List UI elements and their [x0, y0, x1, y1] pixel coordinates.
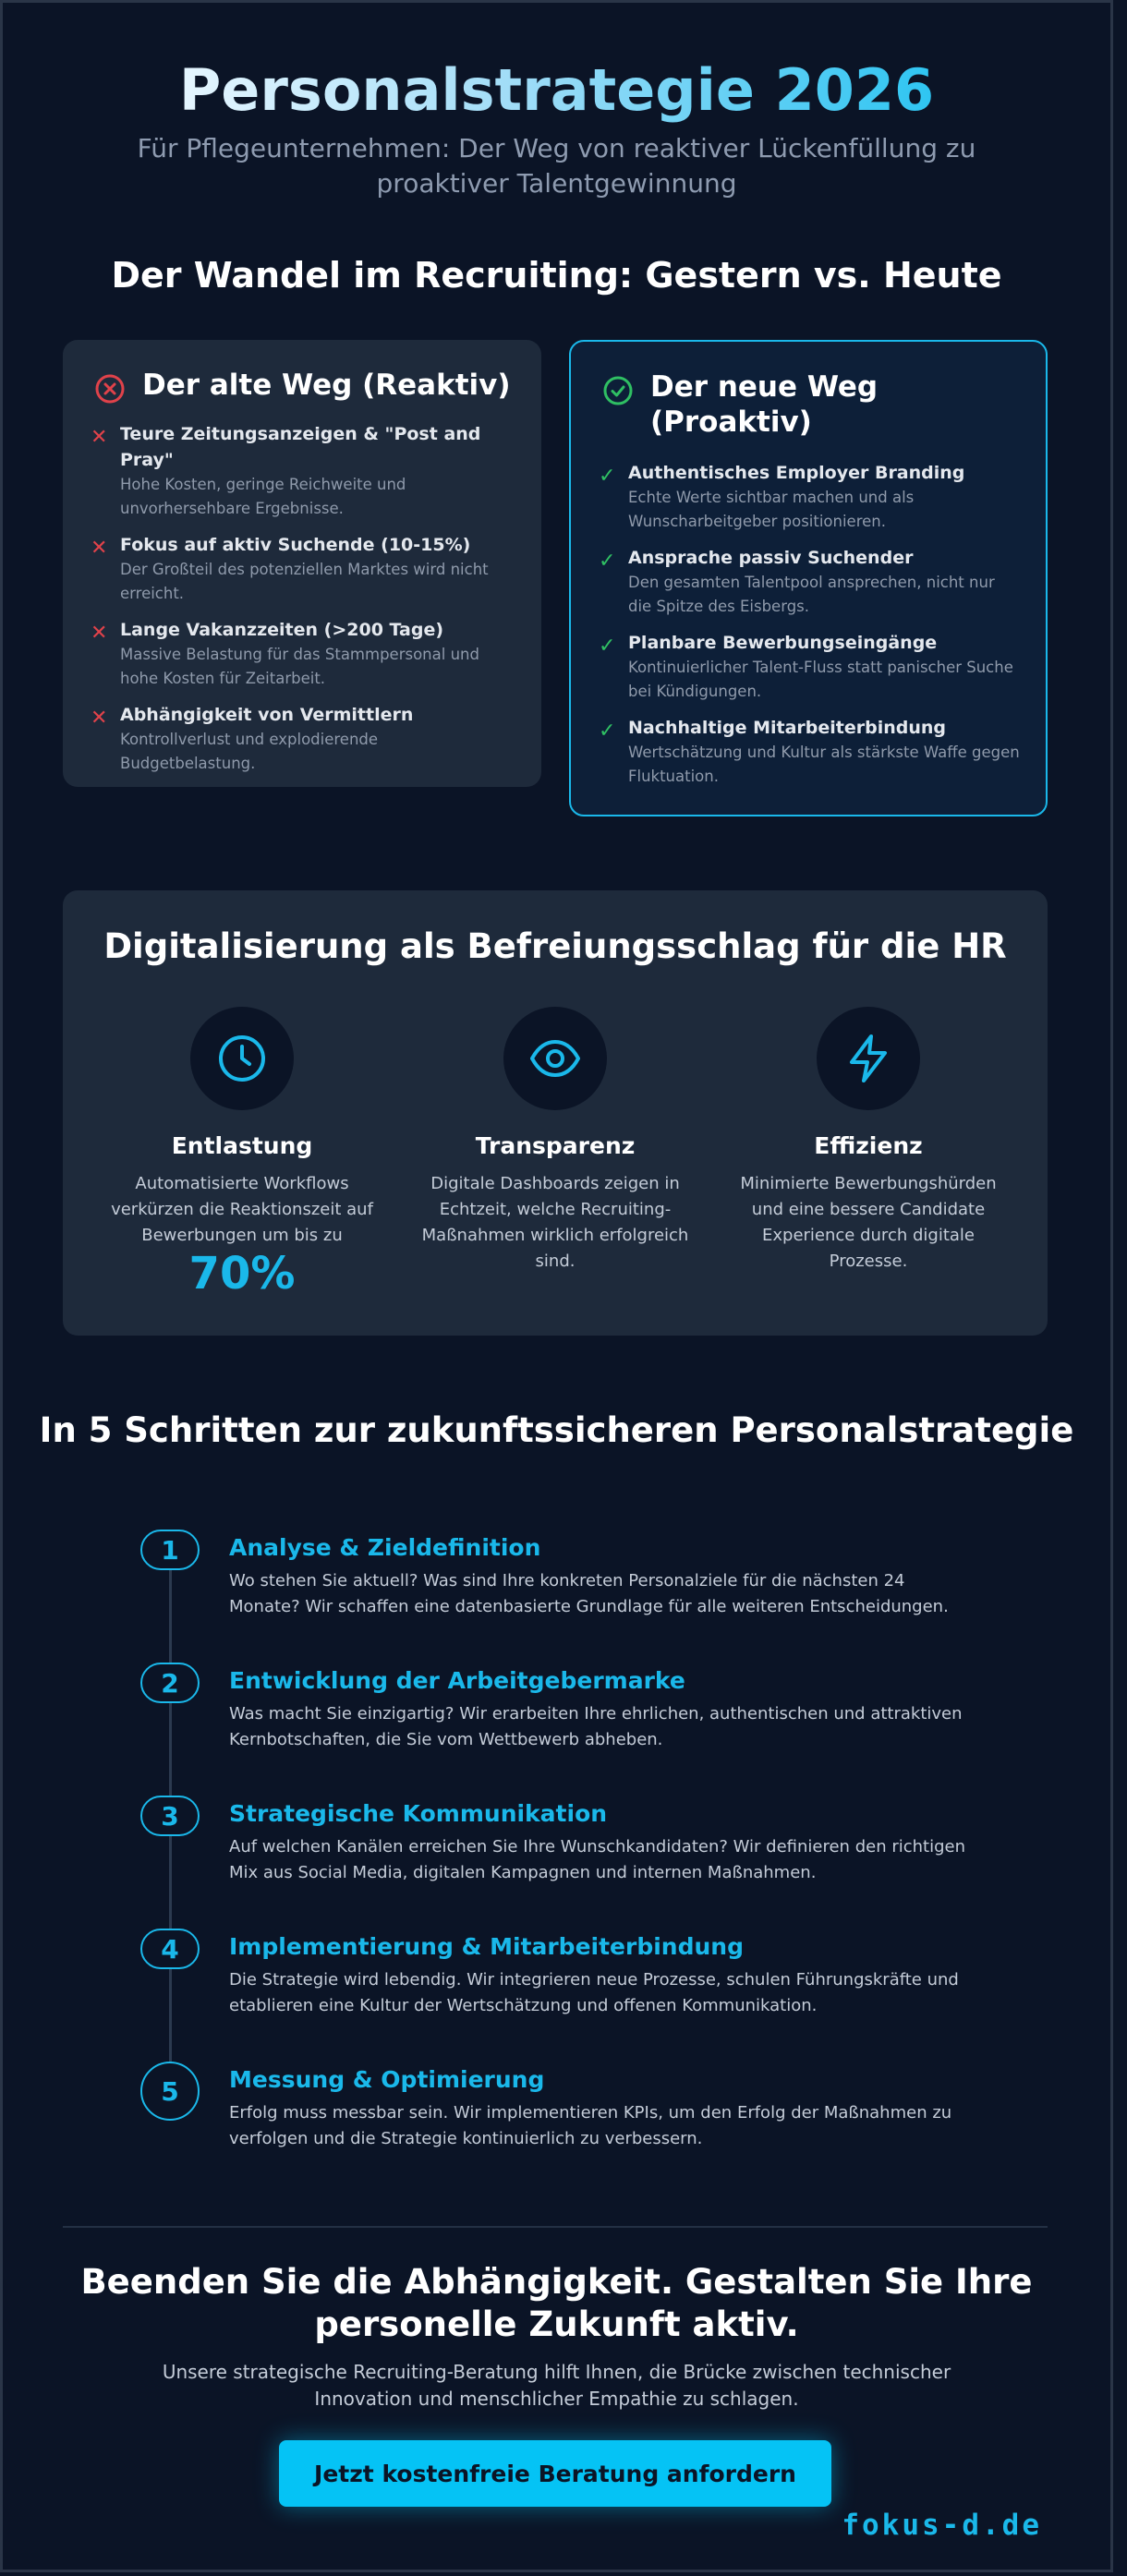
- item-title: Teure Zeitungsanzeigen & "Post and Pray": [120, 424, 481, 470]
- check-circle-icon: [603, 376, 633, 405]
- icon-circle: [503, 1007, 607, 1110]
- item-description: Echte Werte sichtbar machen und als Wuns…: [628, 489, 915, 530]
- cross-icon: ✕: [91, 537, 108, 560]
- item-description: Den gesamten Talentpool ansprechen, nich…: [628, 574, 995, 615]
- page-subtitle: Für Pflegeunternehmen: Der Weg von reakt…: [137, 133, 976, 199]
- item-title: Fokus auf aktiv Suchende (10-15%): [120, 535, 471, 555]
- item-title: Abhängigkeit von Vermittlern: [120, 705, 414, 725]
- item-title: Authentisches Employer Branding: [628, 463, 965, 483]
- step-title: Entwicklung der Arbeitgebermarke: [229, 1667, 685, 1694]
- step-description: Wo stehen Sie aktuell? Was sind Ihre kon…: [229, 1571, 949, 1616]
- step-number: 1: [140, 1530, 200, 1570]
- check-icon: ✓: [599, 465, 616, 488]
- feature-title: Entlastung: [171, 1132, 313, 1159]
- brand-logo: fokus-d.de: [842, 2509, 1042, 2542]
- item-title: Lange Vakanzzeiten (>200 Tage): [120, 620, 444, 640]
- steps-heading: In 5 Schritten zur zukunftssicheren Pers…: [39, 1410, 1074, 1450]
- page-title: Personalstrategie 2026: [178, 56, 935, 124]
- item-title: Planbare Bewerbungseingänge: [628, 633, 938, 653]
- item-title: Ansprache passiv Suchender: [628, 548, 914, 568]
- check-icon: ✓: [599, 720, 616, 743]
- step-number: 3: [140, 1796, 200, 1836]
- clock-icon: [219, 1035, 265, 1082]
- step-description: Die Strategie wird lebendig. Wir integri…: [229, 1970, 959, 2015]
- digital-panel: Digitalisierung als Befreiungsschlag für…: [63, 890, 1048, 1336]
- feature-description: Minimierte Bewerbungshürden und eine bes…: [740, 1174, 997, 1271]
- cta-heading: Beenden Sie die Abhängigkeit. Gestalten …: [80, 2262, 1033, 2344]
- icon-circle: [817, 1007, 920, 1110]
- eye-icon: [530, 1040, 580, 1077]
- icon-circle: [190, 1007, 294, 1110]
- new-way-item: ✓ Nachhaltige Mitarbeiterbindung Wertschä…: [599, 715, 1022, 800]
- digital-heading: Digitalisierung als Befreiungsschlag für…: [103, 926, 1007, 966]
- new-way-title: Der neue Weg (Proaktiv): [650, 370, 879, 439]
- new-way-item: ✓ Ansprache passiv Suchender Den gesamten…: [599, 545, 1022, 630]
- step-description: Was macht Sie einzigartig? Wir erarbeite…: [229, 1704, 963, 1749]
- feature-title: Transparenz: [475, 1132, 636, 1159]
- step-description: Auf welchen Kanälen erreichen Sie Ihre W…: [229, 1837, 965, 1882]
- new-way-card: Der neue Weg (Proaktiv) ✓ Authentisches …: [569, 340, 1048, 816]
- item-description: Massive Belastung für das Stammpersonal …: [120, 646, 479, 687]
- step-number: 2: [140, 1663, 200, 1703]
- item-description: Der Großteil des potenziellen Marktes wi…: [120, 561, 489, 602]
- feature-transparenz: Transparenz Digitale Dashboards zeigen i…: [417, 1007, 694, 1275]
- new-way-item: ✓ Planbare Bewerbungseingänge Kontinuierl…: [599, 630, 1022, 715]
- feature-description: Digitale Dashboards zeigen in Echtzeit, …: [421, 1174, 689, 1271]
- step-number: 4: [140, 1929, 200, 1969]
- lightning-icon: [850, 1034, 887, 1082]
- feature-title: Effizienz: [814, 1132, 923, 1159]
- item-description: Kontrollverlust und explodierende Budget…: [120, 731, 379, 772]
- step-title: Implementierung & Mitarbeiterbindung: [229, 1933, 744, 1960]
- cross-icon: ✕: [91, 426, 108, 449]
- step-title: Strategische Kommunikation: [229, 1800, 608, 1827]
- old-way-item: ✕ Fokus auf aktiv Suchende (10-15%) Der G…: [91, 532, 517, 617]
- old-way-item: ✕ Teure Zeitungsanzeigen & "Post and Pra…: [91, 421, 517, 532]
- check-icon: ✓: [599, 635, 616, 658]
- cta-subtitle: Unsere strategische Recruiting-Beratung …: [162, 2361, 951, 2410]
- feature-highlight: 70%: [188, 1248, 296, 1300]
- step-title: Analyse & Zieldefinition: [229, 1534, 541, 1561]
- comparison-heading: Der Wandel im Recruiting: Gestern vs. He…: [111, 255, 1002, 296]
- request-consultation-button[interactable]: Jetzt kostenfreie Beratung anfordern: [279, 2440, 831, 2507]
- old-way-card: Der alte Weg (Reaktiv) ✕ Teure Zeitungsa…: [63, 340, 541, 787]
- step-number: 5: [140, 2062, 200, 2121]
- cross-icon: ✕: [91, 707, 108, 730]
- feature-description: Automatisierte Workflows verkürzen die R…: [111, 1174, 373, 1245]
- check-icon: ✓: [599, 550, 616, 573]
- item-title: Nachhaltige Mitarbeiterbindung: [628, 718, 946, 738]
- old-way-item: ✕ Abhängigkeit von Vermittlern Kontrollve…: [91, 702, 517, 772]
- old-way-title: Der alte Weg (Reaktiv): [142, 369, 511, 402]
- feature-entlastung: Entlastung Automatisierte Workflows verk…: [103, 1007, 381, 1299]
- step-title: Messung & Optimierung: [229, 2066, 545, 2093]
- new-way-item: ✓ Authentisches Employer Branding Echte W…: [599, 460, 1022, 545]
- x-circle-icon: [95, 374, 125, 404]
- cross-icon: ✕: [91, 622, 108, 645]
- feature-effizienz: Effizienz Minimierte Bewerbungshürden un…: [730, 1007, 1007, 1275]
- item-description: Hohe Kosten, geringe Reichweite und unvo…: [120, 476, 406, 517]
- step-description: Erfolg muss messbar sein. Wir implementi…: [229, 2103, 952, 2148]
- item-description: Wertschätzung und Kultur als stärkste Wa…: [628, 744, 1020, 785]
- section-divider: [63, 2226, 1048, 2228]
- item-description: Kontinuierlicher Talent-Fluss statt pani…: [628, 659, 1013, 700]
- old-way-item: ✕ Lange Vakanzzeiten (>200 Tage) Massive …: [91, 617, 517, 702]
